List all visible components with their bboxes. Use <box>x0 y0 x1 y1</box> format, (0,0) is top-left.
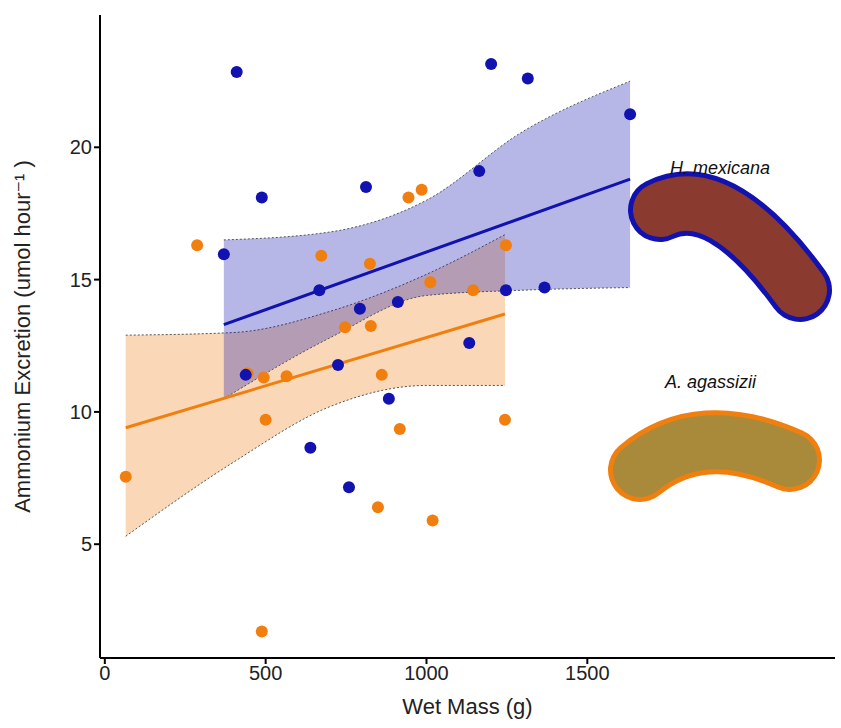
svg-text:15: 15 <box>70 269 92 291</box>
svg-text:1000: 1000 <box>404 662 449 684</box>
html-text:A. agassizii: A. agassizii <box>665 372 756 392</box>
svg-text:10: 10 <box>70 401 92 423</box>
html-text:H. mexicana: H. mexicana <box>670 158 770 178</box>
svg-text:1500: 1500 <box>565 662 610 684</box>
svg-text:5: 5 <box>81 533 92 555</box>
svg-text:Wet Mass (g): Wet Mass (g) <box>402 694 532 719</box>
svg-text:Ammonium Excretion (umol hour⁻: Ammonium Excretion (umol hour⁻¹ ) <box>10 160 35 513</box>
svg-text:0: 0 <box>99 662 110 684</box>
svg-text:500: 500 <box>249 662 282 684</box>
svg-text:20: 20 <box>70 136 92 158</box>
